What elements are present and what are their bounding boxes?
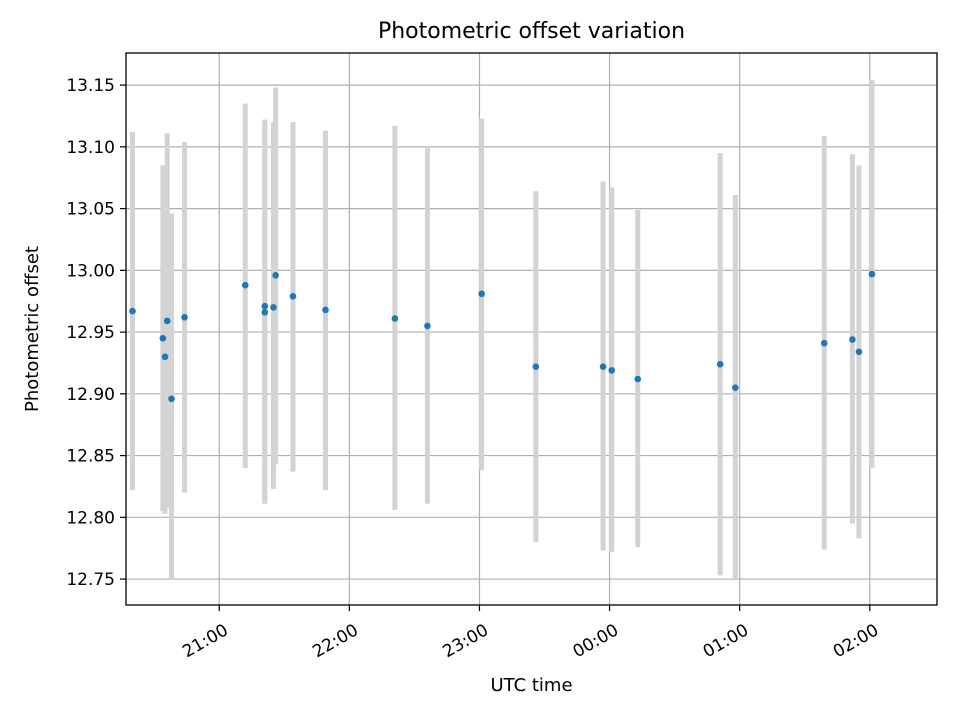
data-point bbox=[532, 363, 540, 370]
y-tick-label: 12.95 bbox=[66, 323, 115, 343]
data-point bbox=[261, 302, 269, 310]
chart-title: Photometric offset variation bbox=[378, 19, 685, 44]
y-tick-label: 13.05 bbox=[66, 200, 115, 220]
data-point bbox=[634, 375, 642, 383]
data-point bbox=[272, 271, 279, 279]
y-tick-label: 12.80 bbox=[66, 508, 115, 528]
data-point bbox=[608, 367, 616, 374]
data-point bbox=[129, 307, 136, 315]
y-tick-label: 12.85 bbox=[66, 447, 115, 467]
y-tick-label: 12.75 bbox=[66, 570, 115, 590]
data-point bbox=[168, 395, 175, 403]
data-point bbox=[868, 270, 876, 278]
plot-frame bbox=[125, 52, 938, 606]
data-point bbox=[161, 353, 169, 361]
data-points bbox=[129, 270, 876, 403]
y-axis-label: Photometric offset bbox=[22, 246, 43, 412]
data-point bbox=[159, 334, 167, 342]
y-tick-label: 12.90 bbox=[66, 385, 115, 405]
data-point bbox=[270, 304, 277, 311]
data-point bbox=[241, 281, 249, 289]
data-point bbox=[599, 363, 607, 370]
data-point bbox=[716, 360, 724, 368]
y-tick-label: 13.00 bbox=[66, 261, 115, 281]
data-point bbox=[855, 348, 863, 356]
data-point bbox=[849, 336, 856, 343]
data-point bbox=[261, 309, 269, 316]
data-point bbox=[289, 292, 297, 300]
data-point bbox=[322, 306, 329, 314]
y-tick-label: 13.15 bbox=[66, 76, 115, 96]
data-point bbox=[732, 384, 739, 391]
data-point bbox=[163, 317, 171, 325]
data-point bbox=[478, 290, 485, 298]
data-point bbox=[820, 339, 828, 347]
data-point bbox=[391, 315, 399, 322]
data-point bbox=[424, 322, 431, 330]
data-point bbox=[181, 313, 188, 321]
x-axis-label: UTC time bbox=[490, 675, 572, 696]
y-tick-label: 13.10 bbox=[66, 138, 115, 158]
